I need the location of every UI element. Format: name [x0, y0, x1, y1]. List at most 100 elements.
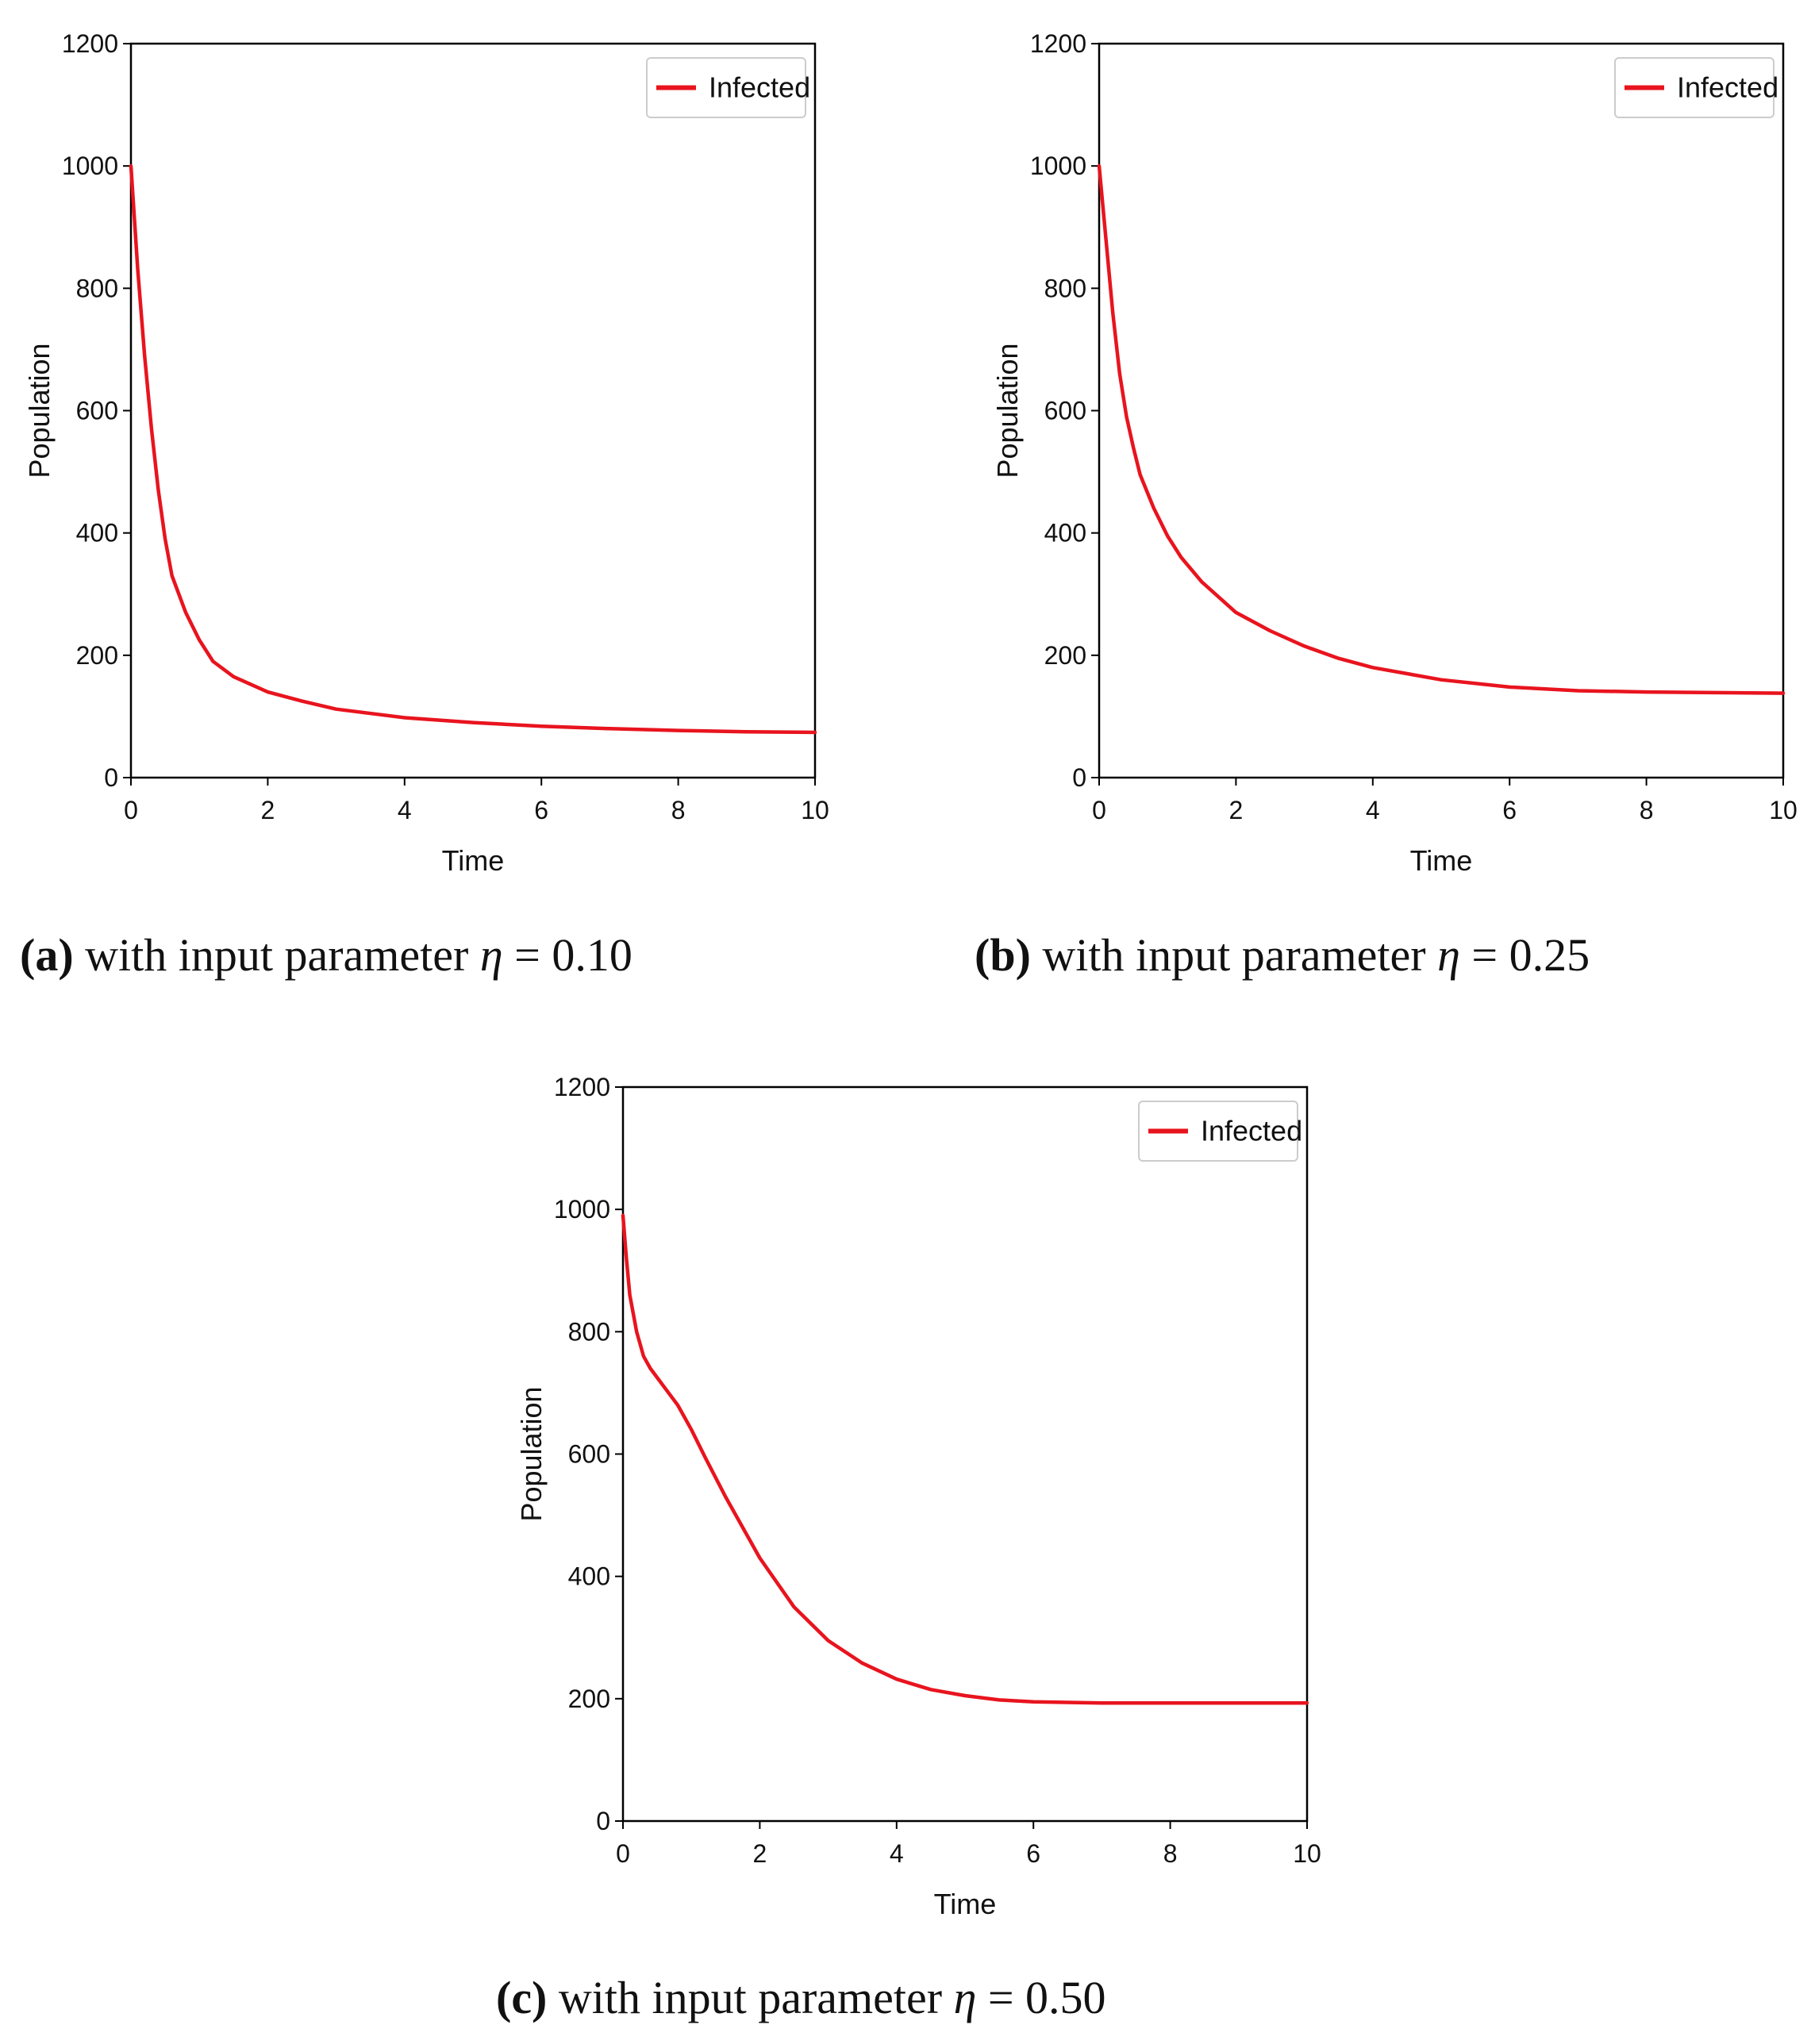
data-point: [1645, 690, 1648, 694]
y-tick-label: 600: [76, 397, 118, 425]
y-tick-label: 1200: [62, 29, 118, 58]
data-point: [301, 700, 303, 703]
data-point: [1132, 446, 1135, 449]
y-tick-label: 1000: [554, 1195, 610, 1224]
data-point: [129, 164, 133, 167]
data-point: [1100, 1701, 1103, 1704]
x-tick-label: 4: [1366, 796, 1380, 824]
data-point: [998, 1698, 1001, 1701]
legend: Infected: [646, 57, 810, 118]
y-tick-label: 800: [1044, 274, 1086, 302]
data-point: [1111, 311, 1114, 314]
data-point: [1125, 415, 1128, 418]
data-point: [1139, 473, 1142, 476]
series-line-infected: [129, 163, 817, 735]
y-tick-label: 200: [76, 641, 118, 670]
caption-a-text: with input parameter: [85, 929, 469, 981]
x-tick-label: 2: [1229, 796, 1244, 824]
caption-b-symbol: η: [1437, 929, 1460, 981]
y-axis-label: Population: [991, 343, 1024, 478]
data-point: [690, 1428, 693, 1431]
data-point: [157, 489, 160, 492]
data-point: [745, 730, 748, 733]
series-line-infected: [1097, 163, 1786, 695]
data-point: [1200, 580, 1203, 583]
data-point: [1032, 1700, 1035, 1704]
data-point: [676, 1404, 679, 1407]
data-point: [1337, 657, 1340, 660]
chart-svg-c: 0 200 400 600 800 1000 1200 0 2 4 6 8 10 Time Populati…: [515, 1073, 1321, 1920]
data-point: [171, 574, 174, 578]
data-point: [663, 1385, 666, 1389]
y-tick-label: 400: [76, 519, 118, 548]
data-point: [793, 1605, 795, 1608]
y-axis-label: Population: [23, 343, 56, 478]
data-point: [827, 1639, 830, 1642]
chart-panel-a: 0 200 400 600 800 1000 1200 0 2 4 6 8 10 Time Populati…: [0, 0, 841, 905]
caption-c-value: = 0.50: [987, 1972, 1106, 2023]
series-line-infected: [621, 1213, 1309, 1705]
y-tick-label: 400: [568, 1562, 610, 1591]
x-tick-label: 8: [671, 796, 686, 824]
plot-frame-a: [129, 42, 817, 779]
legend: Infected: [1614, 57, 1778, 118]
x-tick-label: 10: [1769, 796, 1798, 824]
caption-c-text: with input parameter: [558, 1972, 943, 2023]
data-point: [1440, 678, 1443, 682]
chart-svg-a: 0 200 400 600 800 1000 1200 0 2 4 6 8 10 Time Populati…: [23, 29, 829, 877]
y-tick-label: 0: [104, 763, 118, 792]
y-tick-label: 600: [568, 1440, 610, 1469]
legend-label: Infected: [1677, 71, 1778, 104]
x-tick-label: 0: [1092, 796, 1106, 824]
chart-panel-c: 0 200 400 600 800 1000 1200 0 2 4 6 8 10 Time Populati…: [492, 1043, 1333, 1948]
data-point: [649, 1367, 652, 1370]
legend-label: Infected: [1201, 1115, 1302, 1147]
x-tick-label: 10: [1293, 1839, 1321, 1868]
data-point: [1166, 535, 1169, 537]
caption-c: (c) with input parameter η = 0.50: [496, 1971, 1106, 2024]
data-point: [136, 268, 140, 271]
x-axis-label: Time: [1410, 844, 1473, 877]
y-tick-label: 800: [568, 1317, 610, 1346]
x-tick-label: 6: [1026, 1839, 1040, 1868]
y-tick-label: 1200: [554, 1073, 610, 1101]
chart-panel-b: 0 200 400 600 800 1000 1200 0 2 4 6 8 10 Time Populati…: [968, 0, 1809, 905]
x-tick-label: 0: [124, 796, 138, 824]
x-axis-label: Time: [442, 844, 505, 877]
data-point: [1234, 611, 1237, 614]
legend-box: [1138, 1101, 1298, 1162]
caption-c-letter: (c): [496, 1972, 548, 2023]
data-point: [143, 354, 146, 357]
caption-a-value: = 0.10: [514, 929, 633, 981]
x-tick-label: 6: [1502, 796, 1517, 824]
data-point: [1105, 238, 1108, 241]
data-point: [895, 1677, 898, 1681]
data-point: [608, 727, 611, 730]
caption-b: (b) with input parameter η = 0.25: [975, 928, 1590, 982]
data-point: [724, 1496, 727, 1498]
x-tick-label: 2: [753, 1839, 767, 1868]
y-tick-label: 1000: [62, 152, 118, 180]
legend: Infected: [1138, 1101, 1302, 1162]
caption-c-symbol: η: [953, 1972, 977, 2023]
data-point: [703, 1455, 706, 1458]
data-point: [335, 708, 338, 711]
x-tick-label: 4: [398, 796, 412, 824]
x-tick-label: 8: [1163, 1839, 1178, 1868]
data-point: [1305, 1701, 1309, 1704]
x-tick-label: 0: [616, 1839, 630, 1868]
data-point: [929, 1688, 932, 1691]
caption-a: (a) with input parameter η = 0.10: [20, 928, 633, 982]
y-tick-label: 0: [596, 1807, 610, 1835]
y-tick-label: 1000: [1030, 152, 1086, 180]
data-point: [1269, 629, 1271, 632]
data-point: [677, 729, 680, 732]
data-point: [963, 1694, 967, 1697]
legend-label: Infected: [709, 71, 810, 104]
data-point: [184, 611, 187, 614]
data-point: [1508, 686, 1511, 689]
data-point: [471, 721, 475, 724]
data-point: [625, 1257, 628, 1260]
data-point: [403, 717, 406, 719]
data-point: [211, 660, 214, 663]
